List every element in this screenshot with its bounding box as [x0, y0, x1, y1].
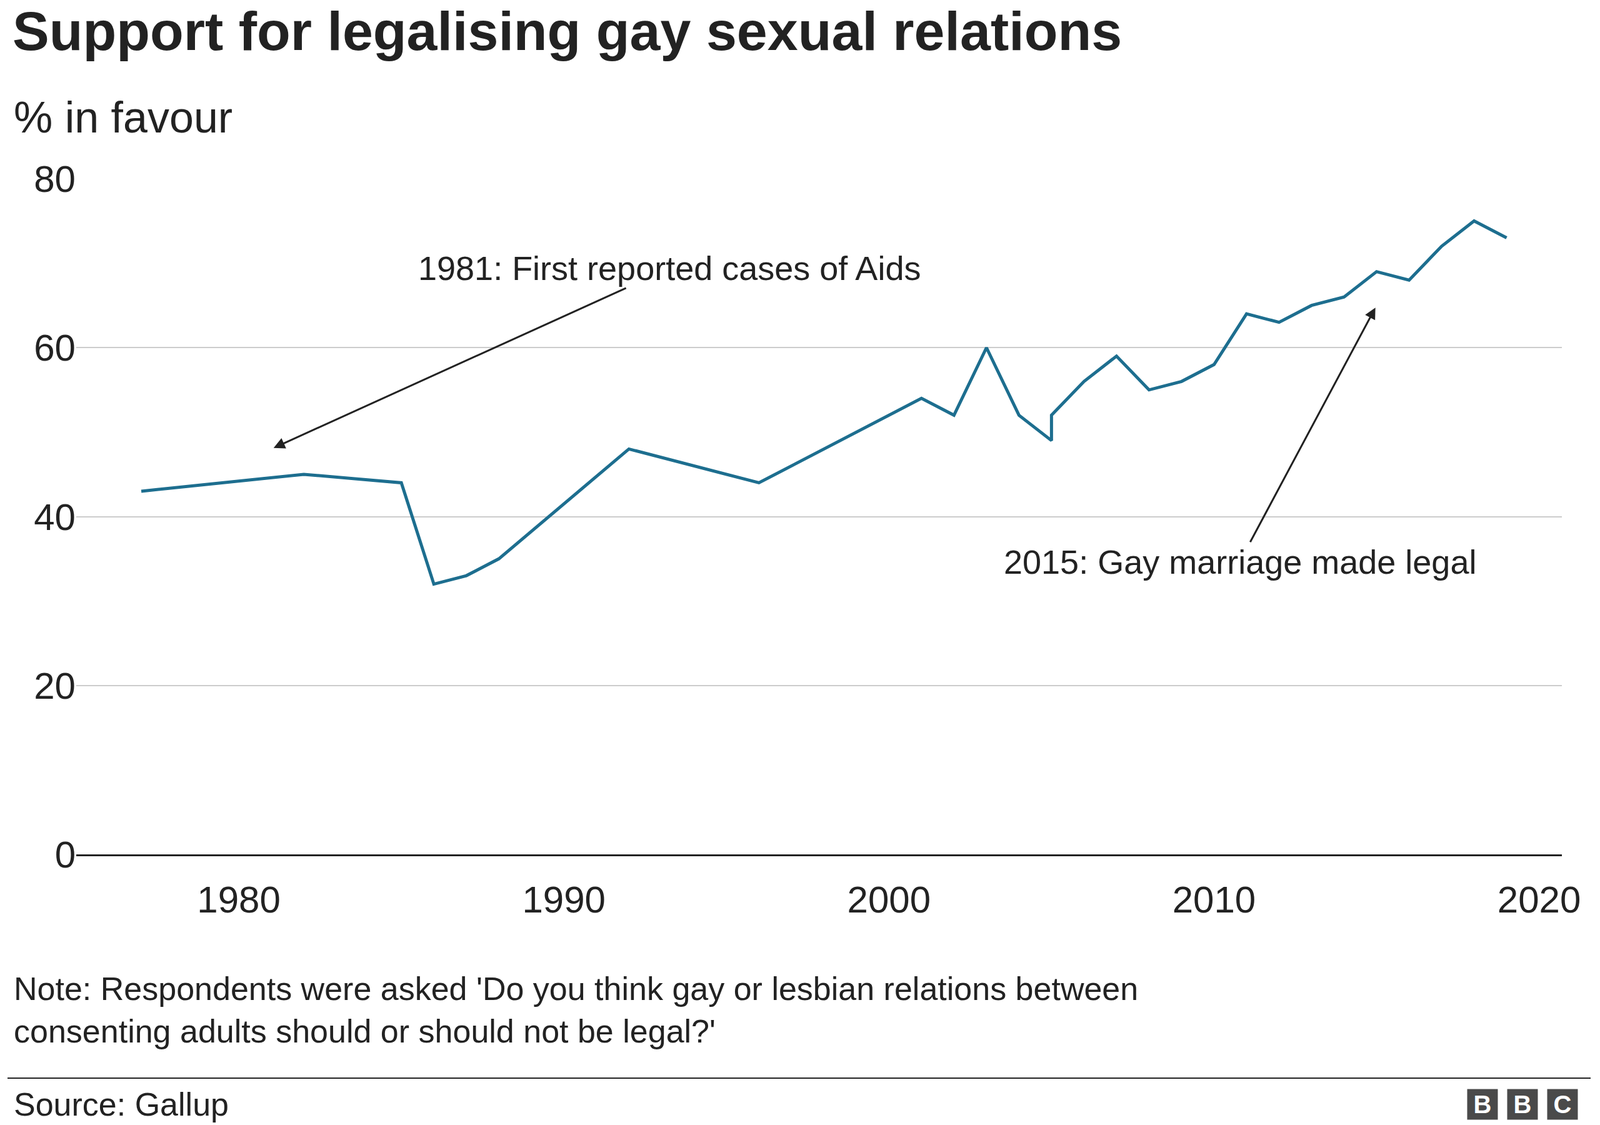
svg-text:80: 80 — [33, 158, 76, 200]
svg-text:1980: 1980 — [196, 878, 280, 921]
svg-text:C: C — [1553, 1090, 1572, 1119]
svg-text:2015: Gay marriage made legal: 2015: Gay marriage made legal — [1003, 543, 1477, 581]
svg-text:% in favour: % in favour — [13, 93, 233, 142]
svg-text:2000: 2000 — [847, 878, 931, 921]
svg-text:40: 40 — [33, 496, 76, 539]
svg-text:2020: 2020 — [1497, 878, 1581, 921]
svg-text:Source: Gallup: Source: Gallup — [13, 1086, 229, 1123]
svg-text:2010: 2010 — [1172, 878, 1256, 921]
svg-text:Note: Respondents were asked ': Note: Respondents were asked 'Do you thi… — [13, 970, 1139, 1050]
svg-text:20: 20 — [33, 665, 76, 707]
svg-text:1990: 1990 — [521, 878, 605, 921]
svg-text:B: B — [1473, 1090, 1492, 1119]
svg-text:B: B — [1513, 1090, 1532, 1119]
svg-text:Support for legalising gay sex: Support for legalising gay sexual relati… — [12, 0, 1122, 62]
svg-text:60: 60 — [33, 326, 76, 369]
svg-text:0: 0 — [55, 833, 76, 876]
svg-text:1981: First reported cases of: 1981: First reported cases of Aids — [418, 249, 921, 287]
